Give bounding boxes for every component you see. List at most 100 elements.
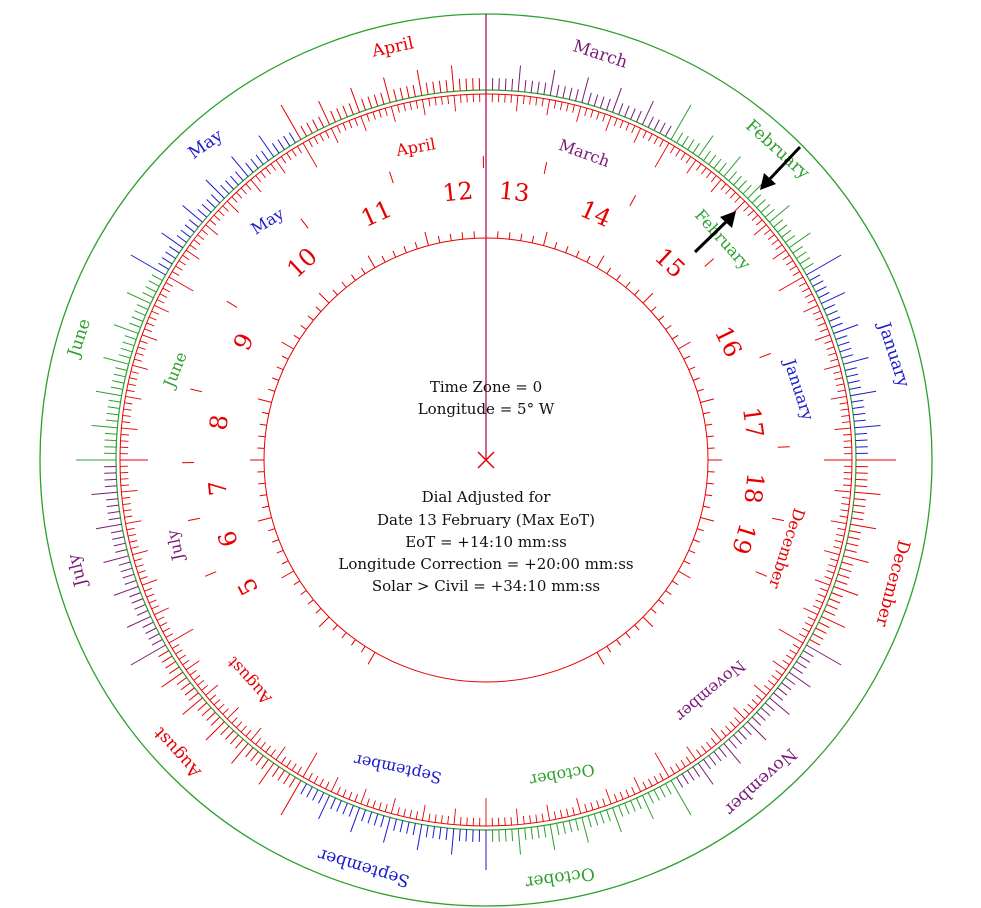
hour-tick <box>293 334 301 340</box>
date-tick <box>618 103 624 115</box>
hour-tick <box>596 255 605 268</box>
date-tick <box>107 406 120 409</box>
date-tick <box>530 80 534 93</box>
date-tick-inner <box>121 421 131 424</box>
date-tick <box>785 677 796 685</box>
date-tick-inner <box>162 287 171 293</box>
date-tick <box>142 621 154 628</box>
date-tick-inner <box>137 570 146 574</box>
date-tick-inner <box>428 98 431 107</box>
date-tick <box>647 116 654 128</box>
date-tick-inner <box>162 627 171 633</box>
month-outer-may: May <box>185 126 227 164</box>
hour-tick <box>671 334 679 340</box>
hour-tick <box>307 599 314 605</box>
hour-marker-tick <box>190 388 203 393</box>
date-tick-inner <box>529 815 532 824</box>
date-tick <box>641 100 654 125</box>
month-inner-january: January <box>780 355 818 422</box>
date-tick <box>180 682 191 691</box>
date-tick <box>161 671 184 688</box>
date-tick-inner <box>154 607 169 616</box>
date-tick-inner <box>270 749 276 757</box>
date-tick <box>764 209 775 218</box>
date-tick <box>342 802 348 815</box>
adjustment-date: Date 13 February (Max EoT) <box>377 511 595 529</box>
date-tick <box>581 77 589 103</box>
date-tick-inner <box>843 478 852 480</box>
hour-label-15: 15 <box>649 242 690 283</box>
date-tick <box>255 755 264 766</box>
date-tick-inner <box>397 104 400 113</box>
date-tick <box>350 807 360 833</box>
date-tick <box>828 316 841 322</box>
date-tick <box>549 824 556 851</box>
date-tick-inner <box>189 244 197 250</box>
date-tick <box>120 567 133 573</box>
date-tick <box>383 817 391 843</box>
hour-tick <box>665 590 672 596</box>
date-tick-inner <box>129 540 138 543</box>
hour-tick <box>272 377 279 381</box>
date-tick <box>844 549 857 553</box>
date-tick <box>851 399 864 403</box>
date-tick-inner <box>753 684 767 696</box>
date-tick-inner <box>576 106 582 123</box>
hour-marker-tick <box>226 300 238 308</box>
date-tick-inner <box>751 214 759 221</box>
date-tick <box>169 245 180 254</box>
date-tick-inner <box>829 558 838 562</box>
date-tick-inner <box>378 109 382 118</box>
date-tick <box>393 818 397 831</box>
date-tick <box>126 292 151 305</box>
hour-label-12: 12 <box>441 176 474 207</box>
date-tick <box>618 805 624 817</box>
date-tick <box>367 96 373 109</box>
date-tick-inner <box>127 533 136 537</box>
date-tick-inner <box>602 798 606 807</box>
date-tick <box>124 580 137 585</box>
date-tick <box>742 184 752 195</box>
date-tick-inner <box>421 99 426 116</box>
date-tick <box>826 604 838 610</box>
month-inner-august: August <box>223 653 276 709</box>
date-tick <box>796 661 807 669</box>
date-tick <box>330 110 336 123</box>
date-tick-inner <box>354 794 359 802</box>
hour-tick <box>688 549 696 554</box>
date-tick-inner <box>297 146 302 154</box>
date-tick-inner <box>265 167 271 175</box>
date-tick-inner <box>125 520 142 525</box>
date-tick-inner <box>596 111 600 120</box>
date-tick-inner <box>403 808 406 817</box>
date-tick <box>821 615 846 628</box>
date-tick-inner <box>778 276 804 292</box>
hour-tick <box>414 242 418 250</box>
date-tick <box>670 780 692 816</box>
date-tick <box>161 257 173 265</box>
date-tick <box>777 687 788 696</box>
date-tick-inner <box>141 579 158 586</box>
hour-scale-ticks <box>250 224 722 665</box>
date-tick-inner <box>280 756 287 764</box>
date-tick-inner <box>222 205 229 212</box>
hour-tick <box>693 377 700 381</box>
date-tick-inner <box>168 276 194 292</box>
date-tick-inner <box>122 503 131 506</box>
date-tick <box>562 821 566 834</box>
date-tick <box>134 604 146 610</box>
date-tick-inner <box>466 94 468 103</box>
date-tick-inner <box>789 649 797 655</box>
date-tick-inner <box>286 152 292 161</box>
date-tick <box>747 721 767 741</box>
hour-tick <box>642 616 654 628</box>
date-tick <box>697 135 714 158</box>
date-tick-inner <box>260 741 266 749</box>
date-tick <box>184 687 195 696</box>
date-tick <box>258 762 275 785</box>
date-tick <box>250 158 259 169</box>
hour-marker-tick <box>629 195 637 207</box>
date-tick <box>777 224 788 233</box>
hour-tick <box>700 517 715 522</box>
date-tick-inner <box>720 729 727 737</box>
